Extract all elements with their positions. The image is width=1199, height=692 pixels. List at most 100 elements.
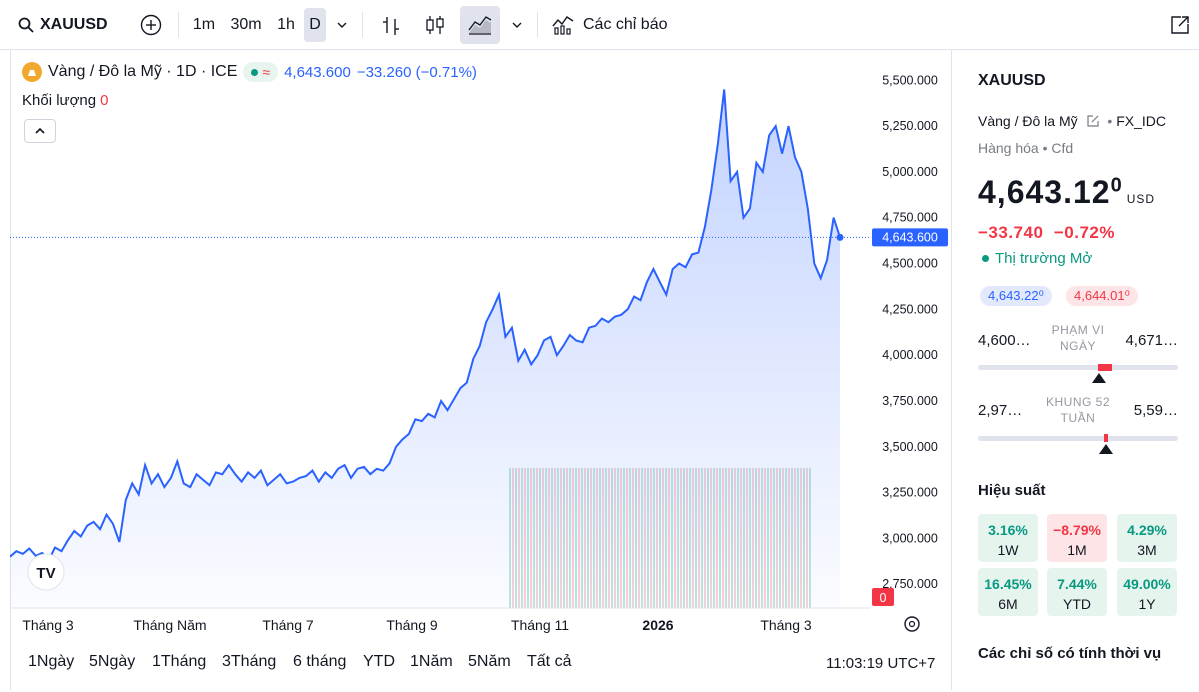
- last-price-label: 4,643.600: [882, 230, 938, 244]
- interval-1m[interactable]: 1m: [192, 16, 216, 33]
- price-sup: 0: [1110, 174, 1123, 197]
- legend-price: 4,643.600: [284, 63, 351, 81]
- legend-symbol-name[interactable]: Vàng / Đô la Mỹ · 1D · ICE: [48, 63, 238, 80]
- price-chart[interactable]: 5,500.000 5,250.000 5,000.000 4,750.000 4,50…: [10, 52, 952, 642]
- y-tick-label: 3,500.000: [882, 440, 938, 454]
- perf-3m-value: 4.29%: [1127, 522, 1167, 538]
- seasonal-title: Các chỉ số có tính thời vụ: [978, 645, 1162, 662]
- panel-change: −33.740 −0.72%: [978, 223, 1116, 242]
- panel-name-row: Vàng / Đô la Mỹ • FX_IDC: [978, 113, 1166, 129]
- wk-range-track: [978, 434, 1178, 442]
- x-tick-label: Tháng 11: [511, 617, 569, 633]
- range-5year[interactable]: 5Năm: [468, 653, 511, 670]
- interval-1h[interactable]: 1h: [277, 16, 295, 33]
- perf-6m[interactable]: 16.45% 6M: [978, 568, 1038, 616]
- chevron-down-icon: [512, 22, 522, 28]
- y-axis: 5,500.000 5,250.000 5,000.000 4,750.000 4,50…: [882, 73, 938, 591]
- perf-1y-value: 49.00%: [1123, 576, 1171, 592]
- gold-icon: [22, 62, 42, 82]
- wk-range-marker-icon: [1099, 444, 1113, 454]
- range-all[interactable]: Tất cả: [527, 653, 572, 670]
- chevron-up-icon: [35, 127, 45, 134]
- compare-button[interactable]: [138, 8, 164, 42]
- x-tick-label: 2026: [642, 617, 673, 633]
- perf-1m-period: 1M: [1067, 542, 1087, 558]
- x-axis: Tháng 3 Tháng Năm Tháng 7 Tháng 9 Tháng 11 20…: [10, 607, 870, 633]
- indicators-icon: [552, 16, 574, 35]
- perf-1m-value: −8.79%: [1053, 522, 1101, 538]
- symbol-label: XAUUSD: [40, 16, 108, 33]
- perf-ytd-value: 7.44%: [1057, 576, 1097, 592]
- chart-legend: Vàng / Đô la Mỹ · 1D · ICE ≈ 4,643.600 −…: [22, 62, 477, 82]
- bar-chart-button[interactable]: [376, 8, 406, 42]
- tradingview-logo: TV: [27, 553, 65, 591]
- perf-ytd-period: YTD: [1063, 596, 1091, 612]
- interval-d[interactable]: D: [304, 8, 326, 42]
- indicators-button[interactable]: Các chỉ báo: [551, 8, 668, 42]
- perf-3m[interactable]: 4.29% 3M: [1117, 514, 1177, 562]
- interval-30m[interactable]: 30m: [230, 16, 262, 33]
- add-circle-icon: [140, 14, 162, 36]
- y-tick-label: 2,750.000: [882, 577, 938, 591]
- clock[interactable]: 11:03:19 UTC+7: [826, 655, 936, 672]
- range-3month[interactable]: 3Tháng: [222, 653, 277, 670]
- range-1month[interactable]: 1Tháng: [152, 653, 207, 670]
- status-dot-icon: [982, 255, 989, 262]
- y-tick-label: 3,000.000: [882, 531, 938, 545]
- x-tick-label: Tháng 3: [760, 617, 812, 633]
- range-1year[interactable]: 1Năm: [410, 653, 453, 670]
- volume-legend[interactable]: Khối lượng 0: [22, 92, 108, 109]
- symbol-details-panel: XAUUSD Vàng / Đô la Mỹ • FX_IDC Hàng hóa…: [958, 52, 1199, 692]
- bars-icon: [383, 17, 399, 35]
- candles-button[interactable]: [420, 8, 450, 42]
- perf-6m-period: 6M: [998, 596, 1018, 612]
- chart-type-dropdown[interactable]: [506, 8, 528, 42]
- chart-frame: [10, 50, 952, 690]
- x-tick-label: Tháng 3: [22, 617, 74, 633]
- wk-range-label: KHUNG 52 TUẦN: [1038, 394, 1118, 426]
- range-6month[interactable]: 6 tháng: [293, 653, 347, 670]
- perf-6m-value: 16.45%: [984, 576, 1032, 592]
- chevron-down-icon: [337, 22, 347, 28]
- indicators-label: Các chỉ báo: [583, 16, 668, 33]
- area-chart-icon: [468, 16, 492, 35]
- x-tick-label: Tháng 7: [262, 617, 314, 633]
- panel-symbol-name[interactable]: Vàng / Đô la Mỹ: [978, 113, 1078, 129]
- x-tick-label: Tháng 9: [386, 617, 438, 633]
- wk-low: 2,97…: [978, 402, 1023, 419]
- top-toolbar: XAUUSD 1m 30m 1h D Các chỉ báo: [0, 0, 1199, 50]
- volume-axis-label: 0: [880, 591, 887, 605]
- area-chart-button[interactable]: [460, 6, 500, 44]
- day-range-fill: [1098, 364, 1112, 371]
- last-price-tag: 4,643.600: [872, 228, 948, 247]
- price-main: 4,643.12: [978, 174, 1111, 210]
- external-link-icon: [1171, 16, 1189, 34]
- axis-settings-button[interactable]: [904, 616, 920, 632]
- range-1day[interactable]: 1Ngày: [28, 653, 75, 670]
- external-link-icon[interactable]: [1086, 114, 1100, 128]
- open-fullscreen-button[interactable]: [1166, 8, 1194, 42]
- interval-dropdown[interactable]: [331, 8, 353, 42]
- svg-text:TV: TV: [36, 565, 55, 582]
- volume-label: Khối lượng: [22, 92, 97, 109]
- y-tick-label: 5,000.000: [882, 165, 938, 179]
- perf-1y[interactable]: 49.00% 1Y: [1117, 568, 1177, 616]
- panel-price: 4,643.120USD: [978, 174, 1155, 211]
- range-ytd[interactable]: YTD: [363, 653, 395, 670]
- market-status-pill[interactable]: ≈: [243, 62, 279, 82]
- candles-icon: [426, 16, 444, 34]
- perf-1w-value: 3.16%: [988, 522, 1028, 538]
- wk-high: 5,59…: [1133, 402, 1178, 419]
- panel-symbol: XAUUSD: [978, 72, 1046, 89]
- wave-icon: ≈: [262, 64, 271, 80]
- wk-range-fill: [1104, 434, 1108, 442]
- wk-range-label-2: TUẦN: [1060, 411, 1096, 425]
- day-range-marker-icon: [1092, 373, 1106, 383]
- perf-1w[interactable]: 3.16% 1W: [978, 514, 1038, 562]
- y-tick-label: 4,250.000: [882, 302, 938, 316]
- collapse-legend-button[interactable]: [24, 119, 56, 143]
- perf-ytd[interactable]: 7.44% YTD: [1047, 568, 1107, 616]
- range-5day[interactable]: 5Ngày: [89, 653, 136, 670]
- perf-1m[interactable]: −8.79% 1M: [1047, 514, 1107, 562]
- symbol-search-button[interactable]: XAUUSD: [18, 8, 108, 42]
